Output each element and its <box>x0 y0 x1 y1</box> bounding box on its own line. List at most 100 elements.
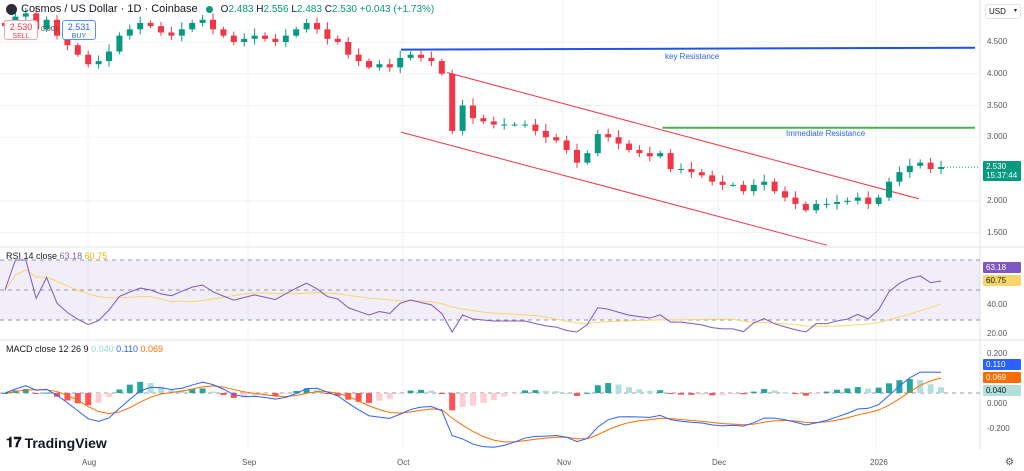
macd-histogram-bar <box>542 390 549 393</box>
buy-button[interactable]: 2.531 BUY <box>62 20 96 40</box>
price-tick: 1.500 <box>987 227 1008 237</box>
macd-histogram-bar <box>626 387 632 393</box>
macd-histogram-bar <box>678 393 684 395</box>
candle-body <box>106 51 112 62</box>
candle-body <box>667 153 674 169</box>
time-tick: 2026 <box>870 458 888 467</box>
rsi-tick: 40.00 <box>987 300 1008 309</box>
macd-histogram-bar <box>698 393 705 395</box>
macd-histogram-bar <box>459 393 466 407</box>
macd-histogram-bar <box>646 390 653 393</box>
macd-histogram-bar <box>95 393 102 403</box>
candle-body <box>303 22 310 30</box>
candle-body <box>917 162 924 166</box>
macd-histogram-bar <box>594 385 601 393</box>
macd-histogram-bar <box>782 392 788 394</box>
candle-body <box>542 130 549 138</box>
candle-body <box>397 57 404 68</box>
macd-histogram-bar <box>563 392 570 394</box>
macd-histogram-bar <box>43 392 50 394</box>
settings-icon[interactable]: ⚙ <box>1005 457 1014 468</box>
macd-histogram-bar <box>906 379 913 393</box>
candle-body <box>147 22 154 27</box>
rsi-ma-value: 60.75 <box>84 251 108 261</box>
candle-body <box>511 124 518 126</box>
macd-histogram-bar <box>584 392 591 394</box>
sell-button[interactable]: 2.530 SELL <box>4 20 38 40</box>
candle-body <box>896 172 903 182</box>
immediate-resistance-label: Immediate Resistance <box>786 129 866 138</box>
candle-body <box>615 137 622 144</box>
spread: 0.001 <box>41 26 59 33</box>
tradingview-logo[interactable]: 𝟏𝟕 TradingView <box>6 434 107 451</box>
market-open-icon <box>205 5 213 13</box>
macd-histogram-bar <box>106 393 112 398</box>
candle-body <box>927 162 934 169</box>
macd-histogram-bar <box>64 393 71 401</box>
macd-histogram-bar <box>709 393 716 396</box>
trend-line <box>400 46 976 51</box>
macd-histogram-bar <box>293 390 300 393</box>
candle-body <box>199 19 206 23</box>
candle-body <box>438 61 445 74</box>
macd-histogram-bar <box>22 388 29 393</box>
candle-body <box>501 124 508 126</box>
macd-tick: -0.200 <box>987 424 1010 433</box>
candle-body <box>740 184 747 192</box>
hist-tag: 0.040 <box>983 385 1021 396</box>
macd-tick: 0.200 <box>987 349 1008 358</box>
rsi-legend[interactable]: RSI 14 close 63.18 60.75 <box>6 251 107 261</box>
key-resistance-label: key Resistance <box>665 52 720 61</box>
macd-value: 0.110 <box>116 344 138 354</box>
candle-body <box>709 175 716 182</box>
candle-body <box>875 197 882 204</box>
candle-body <box>730 184 736 186</box>
last-price-tag: 2.530 15:37:44 <box>983 161 1021 181</box>
candle-body <box>626 143 632 150</box>
macd-legend[interactable]: MACD close 12 26 9 0.040 0.110 0.069 <box>6 344 163 354</box>
candle-body <box>480 118 487 122</box>
buy-label: BUY <box>71 33 87 40</box>
macd-histogram-bar <box>282 393 289 394</box>
candle-body <box>64 35 71 46</box>
macd-histogram-bar <box>854 387 861 393</box>
candle-body <box>782 191 788 198</box>
candle-body <box>594 134 601 154</box>
candle-body <box>823 203 830 205</box>
candle-body <box>646 153 653 157</box>
candle-body <box>865 197 872 204</box>
time-tick: Aug <box>82 458 97 467</box>
rsi-line <box>4 259 942 333</box>
candle-body <box>802 203 809 211</box>
macd-histogram-bar <box>428 390 435 393</box>
candle-body <box>906 165 913 173</box>
macd-histogram-bar <box>168 390 175 393</box>
macd-histogram-bar <box>688 393 695 395</box>
currency-value: USD <box>989 7 1006 16</box>
candle-body <box>678 169 684 170</box>
macd-histogram-bar <box>875 387 882 393</box>
macd-histogram-bar <box>407 390 414 393</box>
macd-histogram-bar <box>230 393 237 398</box>
macd-histogram-bar <box>636 389 643 393</box>
macd-histogram-bar <box>126 384 133 393</box>
candle-body <box>324 29 331 39</box>
candle-body <box>563 140 570 150</box>
candle-body <box>345 42 352 55</box>
currency-select[interactable]: USD ▾ <box>985 4 1021 19</box>
candle-body <box>553 137 560 141</box>
time-tick: Oct <box>397 458 410 467</box>
candle-body <box>366 61 372 68</box>
symbol-header[interactable]: Cosmos / US Dollar · 1D · Coinbase O2.48… <box>6 3 434 15</box>
buy-price: 2.531 <box>67 22 91 32</box>
macd-histogram-bar <box>750 391 757 393</box>
candle-body <box>386 64 393 68</box>
sell-label: SELL <box>12 33 30 40</box>
macd-histogram-bar <box>553 391 560 393</box>
trend-lines[interactable] <box>400 46 976 246</box>
price-tick: 2.000 <box>987 195 1008 205</box>
macd-histogram-bar <box>220 393 227 396</box>
candle-body <box>43 19 50 30</box>
macd-histogram-bar <box>397 393 404 395</box>
